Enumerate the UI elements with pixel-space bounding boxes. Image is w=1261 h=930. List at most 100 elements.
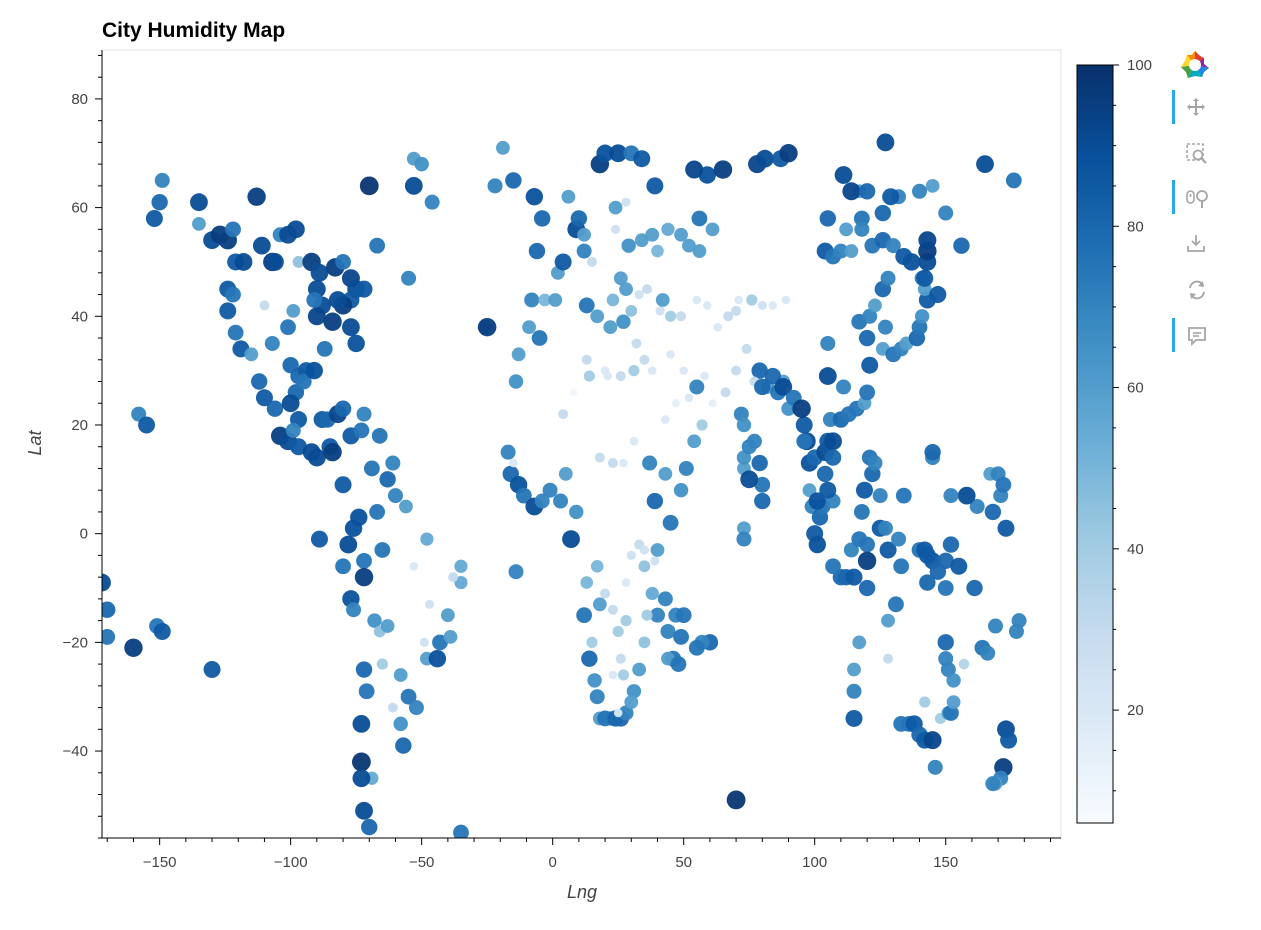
city-point[interactable] (352, 714, 371, 733)
city-point[interactable] (868, 298, 882, 313)
city-point[interactable] (93, 573, 111, 592)
city-point[interactable] (764, 367, 781, 385)
city-point[interactable] (334, 476, 352, 494)
city-point[interactable] (619, 458, 628, 468)
city-point[interactable] (675, 607, 692, 624)
city-point[interactable] (642, 455, 658, 471)
city-point[interactable] (852, 635, 867, 650)
city-point[interactable] (741, 343, 752, 354)
city-point[interactable] (266, 253, 284, 271)
reset-tool[interactable] (1172, 272, 1216, 306)
city-point[interactable] (553, 493, 569, 509)
city-point[interactable] (912, 183, 928, 199)
city-point[interactable] (705, 222, 720, 237)
city-point[interactable] (280, 319, 296, 336)
city-point[interactable] (153, 622, 171, 640)
city-point[interactable] (937, 552, 954, 570)
city-point[interactable] (726, 790, 746, 810)
city-point[interactable] (720, 387, 731, 398)
city-point[interactable] (855, 481, 873, 499)
city-point[interactable] (542, 482, 558, 498)
city-point[interactable] (440, 608, 455, 623)
city-point[interactable] (356, 552, 372, 569)
city-point[interactable] (385, 455, 401, 471)
city-point[interactable] (376, 658, 388, 670)
city-point[interactable] (1000, 731, 1018, 749)
city-point[interactable] (615, 653, 626, 664)
city-point[interactable] (192, 217, 206, 231)
city-point[interactable] (929, 286, 947, 304)
city-point[interactable] (819, 481, 837, 499)
city-point[interactable] (607, 604, 618, 615)
city-point[interactable] (629, 436, 639, 446)
city-point[interactable] (655, 293, 670, 307)
city-point[interactable] (808, 492, 827, 510)
city-point[interactable] (858, 579, 876, 597)
city-point[interactable] (505, 172, 522, 189)
hover-tool[interactable] (1172, 318, 1216, 352)
city-point[interactable] (666, 350, 675, 359)
city-point[interactable] (617, 669, 630, 681)
city-point[interactable] (946, 695, 961, 710)
city-point[interactable] (816, 465, 834, 483)
city-point[interactable] (251, 373, 268, 390)
city-point[interactable] (885, 238, 901, 254)
city-point[interactable] (662, 514, 679, 531)
city-point[interactable] (872, 488, 888, 504)
city-point[interactable] (619, 282, 633, 297)
city-point[interactable] (576, 607, 593, 624)
city-point[interactable] (859, 384, 876, 401)
city-point[interactable] (355, 661, 373, 678)
city-point[interactable] (356, 406, 372, 422)
city-point[interactable] (895, 487, 912, 504)
city-point[interactable] (414, 156, 429, 172)
city-point[interactable] (843, 542, 859, 558)
city-point[interactable] (379, 471, 396, 488)
city-point[interactable] (918, 231, 937, 250)
city-point[interactable] (305, 361, 323, 380)
city-point[interactable] (736, 531, 752, 547)
city-point[interactable] (819, 210, 837, 227)
city-point[interactable] (367, 613, 382, 628)
city-point[interactable] (658, 466, 673, 481)
city-point[interactable] (646, 177, 664, 195)
city-point[interactable] (845, 568, 863, 586)
city-point[interactable] (943, 488, 959, 504)
city-point[interactable] (927, 759, 943, 775)
city-point[interactable] (570, 388, 578, 396)
city-point[interactable] (844, 244, 859, 258)
city-point[interactable] (651, 244, 664, 258)
city-point[interactable] (642, 284, 653, 295)
city-point[interactable] (255, 389, 273, 407)
city-point[interactable] (500, 444, 516, 460)
bokeh-logo-icon[interactable] (1180, 50, 1210, 85)
city-point[interactable] (190, 193, 208, 212)
city-point[interactable] (768, 301, 778, 310)
city-point[interactable] (634, 289, 644, 300)
city-point[interactable] (347, 334, 365, 353)
city-point[interactable] (522, 320, 536, 335)
city-point[interactable] (443, 630, 458, 644)
city-point[interactable] (867, 455, 883, 471)
city-point[interactable] (883, 653, 894, 664)
city-point[interactable] (509, 458, 518, 468)
city-point[interactable] (495, 140, 510, 155)
city-point[interactable] (670, 656, 687, 672)
city-point[interactable] (577, 227, 592, 242)
city-point[interactable] (953, 237, 970, 254)
city-point[interactable] (691, 210, 708, 227)
city-point[interactable] (346, 602, 362, 618)
city-point[interactable] (673, 482, 689, 498)
city-point[interactable] (350, 508, 368, 527)
city-point[interactable] (700, 371, 709, 381)
city-point[interactable] (99, 629, 116, 645)
city-point[interactable] (723, 311, 734, 322)
city-point[interactable] (1005, 172, 1022, 189)
city-point[interactable] (937, 580, 954, 596)
city-point[interactable] (515, 487, 532, 504)
city-point[interactable] (596, 144, 614, 162)
city-point[interactable] (586, 256, 597, 267)
city-point[interactable] (751, 362, 768, 379)
city-point[interactable] (633, 150, 651, 168)
city-point[interactable] (292, 256, 305, 268)
